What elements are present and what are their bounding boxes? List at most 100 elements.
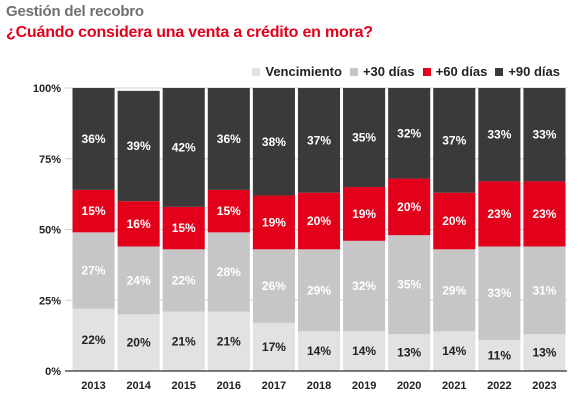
data-label: 33% xyxy=(487,128,511,142)
bar-segment xyxy=(433,88,476,193)
data-label: 21% xyxy=(172,334,196,348)
data-label: 33% xyxy=(487,286,511,300)
data-label: 15% xyxy=(217,204,241,218)
bar-segment xyxy=(117,90,160,202)
y-tick-label: 25% xyxy=(39,295,61,307)
legend: Vencimiento +30 días +60 días +90 días xyxy=(244,64,560,79)
data-label: 14% xyxy=(352,344,376,358)
bar-segment xyxy=(343,331,386,371)
x-tick-label: 2014 xyxy=(126,380,151,392)
data-label: 15% xyxy=(172,221,196,235)
bar-segment xyxy=(117,314,160,371)
bar-segment xyxy=(162,249,205,312)
bar-segment xyxy=(343,88,386,188)
x-tick-label: 2017 xyxy=(262,380,286,392)
data-label: 33% xyxy=(532,128,556,142)
data-label: 20% xyxy=(127,336,151,350)
bar-segment xyxy=(388,334,431,371)
data-label: 15% xyxy=(82,204,106,218)
bar-segment xyxy=(72,189,115,233)
data-label: 39% xyxy=(127,139,151,153)
x-tick-label: 2023 xyxy=(532,380,556,392)
bar-segment xyxy=(343,240,386,332)
y-tick-label: 0% xyxy=(45,366,61,378)
x-tick-label: 2015 xyxy=(171,380,195,392)
data-label: 31% xyxy=(532,283,556,297)
data-label: 29% xyxy=(442,283,466,297)
bar-segment xyxy=(388,88,431,179)
bar-segment xyxy=(388,178,431,236)
data-label: 11% xyxy=(488,348,512,362)
bar-segment xyxy=(162,311,205,371)
bar-segment xyxy=(478,339,521,371)
bar-segment xyxy=(117,201,160,247)
data-label: 14% xyxy=(442,344,466,358)
legend-label-90-dias: +90 días xyxy=(508,64,560,79)
bar-segment xyxy=(252,195,295,250)
bar-segment xyxy=(478,246,521,340)
data-label: 23% xyxy=(487,207,511,221)
bar-segment xyxy=(433,249,476,332)
legend-swatch-90-dias xyxy=(495,67,504,76)
bar-segment xyxy=(72,88,115,190)
data-label: 20% xyxy=(397,200,421,214)
data-label: 24% xyxy=(127,273,151,287)
data-label: 16% xyxy=(127,217,151,231)
data-label: 20% xyxy=(442,214,466,228)
bar-segment xyxy=(162,88,205,207)
legend-label-30-dias: +30 días xyxy=(362,64,415,79)
bar-segment xyxy=(433,192,476,250)
bar-segment xyxy=(343,187,386,241)
x-tick-label: 2021 xyxy=(442,380,466,392)
bar-segment xyxy=(117,246,160,315)
bar-segment xyxy=(523,334,566,371)
legend-item-60-dias: +60 días xyxy=(422,64,488,79)
legend-swatch-vencimiento xyxy=(252,67,261,76)
bar-segment xyxy=(162,206,205,250)
data-label: 35% xyxy=(397,278,421,292)
data-label: 26% xyxy=(262,279,286,293)
data-label: 20% xyxy=(307,214,331,228)
x-tick-label: 2022 xyxy=(487,380,511,392)
data-label: 37% xyxy=(442,133,466,147)
bar-segment xyxy=(478,88,521,182)
bar-segment xyxy=(207,189,250,233)
data-label: 23% xyxy=(532,207,556,221)
data-label: 29% xyxy=(307,283,331,297)
data-label: 21% xyxy=(217,334,241,348)
bar-segment xyxy=(252,88,295,196)
data-label: 14% xyxy=(307,344,331,358)
x-tick-label: 2016 xyxy=(217,380,241,392)
y-tick-label: 50% xyxy=(39,225,61,237)
bar-segment xyxy=(297,331,341,371)
chart-subtitle: ¿Cuándo considera una venta a crédito en… xyxy=(6,24,373,41)
bar-segment xyxy=(207,88,250,190)
bar-segment xyxy=(297,249,341,332)
chart-title: Gestión del recobro xyxy=(6,3,144,20)
data-label: 32% xyxy=(397,126,421,140)
bar-segment xyxy=(297,88,341,193)
data-label: 19% xyxy=(262,215,286,229)
bar-segment xyxy=(478,181,521,247)
legend-swatch-30-dias xyxy=(349,67,358,76)
x-tick-label: 2019 xyxy=(352,380,376,392)
bar-segment xyxy=(433,331,476,371)
data-label: 38% xyxy=(262,135,286,149)
data-label: 13% xyxy=(532,346,556,360)
bar-segment xyxy=(523,181,566,247)
legend-item-90-dias: +90 días xyxy=(495,64,560,79)
legend-item-vencimiento: Vencimiento xyxy=(252,64,342,79)
data-label: 28% xyxy=(217,265,241,279)
bar-segment xyxy=(72,232,115,309)
legend-label-60-dias: +60 días xyxy=(435,64,488,79)
bar-segment xyxy=(207,311,250,371)
data-label: 35% xyxy=(352,131,376,145)
bar-segment xyxy=(252,249,295,323)
data-label: 19% xyxy=(352,207,376,221)
legend-label-vencimiento: Vencimiento xyxy=(265,64,342,79)
legend-item-30-dias: +30 días xyxy=(349,64,415,79)
data-label: 17% xyxy=(262,340,286,354)
x-tick-label: 2018 xyxy=(307,380,331,392)
data-label: 36% xyxy=(217,132,241,146)
